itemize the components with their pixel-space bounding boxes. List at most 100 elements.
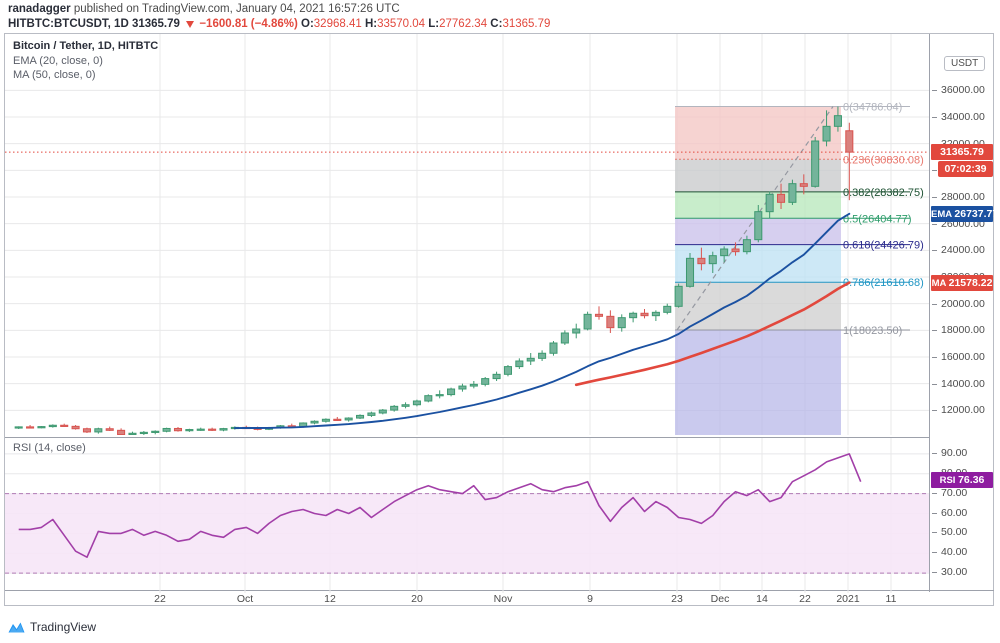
candle-body <box>503 366 512 375</box>
candle-body <box>572 328 581 334</box>
time-tick-label: 14 <box>756 593 768 605</box>
time-tick-label: 2021 <box>836 593 860 605</box>
candle-body <box>458 385 467 390</box>
publish-line: ranadagger published on TradingView.com,… <box>8 3 400 15</box>
candle-body <box>617 317 626 329</box>
legend-ma: MA (50, close, 0) <box>13 69 96 81</box>
candle-body <box>469 383 478 387</box>
chart-frame: Bitcoin / Tether, 1D, HITBTC EMA (20, cl… <box>4 33 998 606</box>
rsi-tick-label: 30.00 <box>941 566 968 579</box>
candle-body <box>310 420 319 424</box>
candle-body <box>822 125 831 142</box>
candle-body <box>151 430 160 433</box>
time-tick-label: Oct <box>236 593 254 605</box>
candle-body <box>754 211 763 241</box>
fib-level-label: 0.5(26404.77) <box>843 213 912 225</box>
price-tick-label: 34000.00 <box>941 111 985 123</box>
candle-body <box>71 425 80 430</box>
legend-ema: EMA (20, close, 0) <box>13 54 103 67</box>
price-axis[interactable]: USDT 36000.0034000.0032000.0030000.00280… <box>929 34 998 592</box>
candle-body <box>549 342 558 354</box>
candle-body <box>105 428 114 431</box>
quote-line: HITBTC:BTCUSDT, 1D 31365.79 −1600.81 (−4… <box>8 18 550 30</box>
price-tick-label: 24000.00 <box>941 244 985 257</box>
candle-body <box>515 360 524 368</box>
rsi-band <box>5 493 929 574</box>
candle-body <box>697 257 706 265</box>
candle-body <box>356 414 365 419</box>
candle-body <box>390 405 399 411</box>
time-tick-label: 11 <box>885 593 897 605</box>
candle-body <box>435 394 444 397</box>
price-legend: Bitcoin / Tether, 1D, HITBTC EMA (20, cl… <box>13 39 158 83</box>
price-tick <box>932 410 937 412</box>
price-badge: 31365.79 <box>931 144 993 161</box>
candle-body <box>367 412 376 416</box>
candle-body <box>185 429 194 432</box>
candle-body <box>173 427 183 432</box>
rsi-tick <box>932 492 937 494</box>
candle-body <box>139 431 148 435</box>
price-tick <box>932 90 937 92</box>
price-pane[interactable]: Bitcoin / Tether, 1D, HITBTC EMA (20, cl… <box>5 34 929 435</box>
rsi-tick <box>932 512 937 514</box>
price-tick <box>932 357 937 358</box>
time-tick-label: 9 <box>587 593 593 605</box>
candle-body <box>526 357 535 362</box>
candle-body <box>48 424 57 428</box>
candle-body <box>424 395 433 402</box>
candle-body <box>378 409 387 414</box>
candle-body <box>117 429 126 435</box>
price-tick-label: 20000.00 <box>941 297 985 310</box>
fib-level-label: 0(34786.04) <box>843 102 902 114</box>
candle-body <box>663 305 672 313</box>
rsi-pane[interactable]: RSI (14, close) <box>5 437 929 593</box>
candle-body <box>447 388 456 396</box>
time-axis[interactable]: 22 Oct 12 20 Nov 9 23 Dec 14 22 2021 11 <box>5 590 994 605</box>
price-change: −1600.81 (−4.86%) <box>199 18 298 30</box>
rsi-line <box>18 453 862 558</box>
candle-body <box>788 183 797 203</box>
candle-body <box>162 427 171 432</box>
rsi-tick-label: 70.00 <box>941 486 968 499</box>
ema-badge-tag: EMA <box>931 208 955 220</box>
candle-body <box>481 378 490 385</box>
candle-body <box>14 426 23 429</box>
candle-body <box>594 313 604 317</box>
candle-body <box>811 140 820 187</box>
price-tick <box>932 330 937 332</box>
candle-body <box>845 130 854 153</box>
price-tick-label: 36000.00 <box>941 84 985 97</box>
price-tick <box>932 383 937 385</box>
candle-body <box>82 428 91 433</box>
ma-badge-tag: MA <box>931 277 949 289</box>
ema-badge-value: 26737.77 <box>954 207 999 220</box>
price-tick <box>932 117 937 118</box>
candle-body <box>708 255 717 265</box>
candle-body <box>26 426 35 429</box>
candle-body <box>742 239 751 253</box>
symbol-label: HITBTC:BTCUSDT, 1D <box>8 18 129 30</box>
fib-level-label: 0.236(30830.08) <box>843 154 924 166</box>
candle-body <box>629 312 638 319</box>
brand-label: TradingView <box>30 620 97 634</box>
fib-level-label: 0.382(28382.75) <box>843 187 924 199</box>
rsi-tick <box>932 452 937 454</box>
fib-level-label: 0.786(21610.68) <box>843 277 924 289</box>
price-tick-label: 12000.00 <box>941 404 985 417</box>
rsi-legend: RSI (14, close) <box>13 442 86 454</box>
candle-body <box>560 332 569 344</box>
rsi-tick <box>932 552 937 554</box>
fib-level-label: 0.618(24426.79) <box>843 240 924 252</box>
fib-band <box>675 282 841 331</box>
candle-body <box>606 315 615 329</box>
open-value: 32968.41 <box>313 18 362 30</box>
price-tick-label: 16000.00 <box>941 351 985 363</box>
legend-title: Bitcoin / Tether, 1D, HITBTC <box>13 40 159 52</box>
price-tick <box>932 197 937 198</box>
time-tick-label: 12 <box>324 593 336 605</box>
rsi-badge: RSI 76.36 <box>931 472 993 488</box>
rsi-badge-tag: RSI <box>939 475 959 486</box>
price-tick-label: 28000.00 <box>941 191 985 203</box>
